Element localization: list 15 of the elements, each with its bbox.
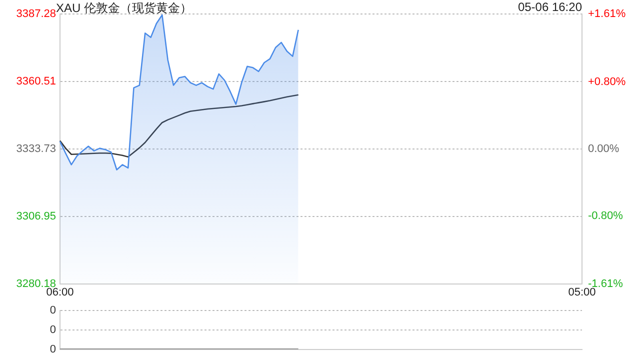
y2-tick-label: +1.61% [588,8,626,20]
y-tick-label: 3333.73 [16,143,56,156]
x-tick-label: 06:00 [46,286,74,299]
y-tick-label: 3360.51 [16,76,56,88]
text: 05-06 16:20 [518,0,582,14]
y-tick-label: 0 [50,343,56,356]
y2-tick-label: -0.80% [588,210,624,222]
y-tick-label: 3387.28 [16,8,56,20]
x-tick-label: 05:00 [568,286,596,299]
y-tick-label: 3306.95 [16,210,56,223]
y2-tick-label: 0.00% [588,143,620,156]
chart-title: XAU 伦敦金（现货黄金） [56,0,192,17]
y2-tick-label: +0.80% [588,76,626,88]
y-tick-label: 0 [50,304,56,317]
y-tick-label: 0 [50,324,56,336]
